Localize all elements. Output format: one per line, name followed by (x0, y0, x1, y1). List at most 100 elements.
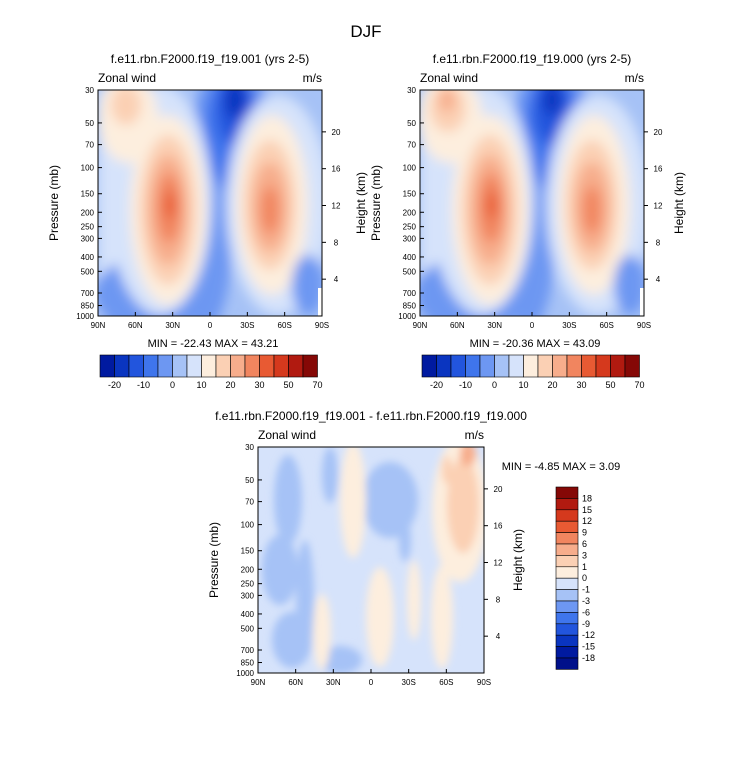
pressure-tick-label: 70 (85, 141, 94, 150)
pressure-tick-label: 500 (403, 267, 417, 276)
pressure-tick-label: 150 (81, 190, 95, 199)
colorbar-label: 50 (283, 380, 293, 390)
colorbar-swatch (421, 354, 437, 378)
colorbar-swatch (99, 354, 115, 378)
height-tick-label: 8 (334, 238, 339, 247)
panel-2-units-label: m/s (625, 71, 644, 85)
pressure-tick-label: 250 (403, 223, 417, 232)
height-tick-label: 16 (332, 165, 341, 174)
height-tick-label: 16 (494, 522, 503, 531)
pressure-tick-label: 850 (241, 659, 255, 668)
colorbar-label: 10 (518, 380, 528, 390)
panel-3-units-label: m/s (465, 428, 484, 442)
colorbar-swatch (244, 354, 260, 378)
colorbar-swatch (555, 634, 579, 647)
pressure-tick-label: 1000 (236, 669, 254, 678)
colorbar-swatch (143, 354, 159, 378)
latitude-tick-label: 30N (165, 321, 180, 330)
colorbar-label: -6 (582, 607, 590, 617)
pressure-tick-label: 200 (403, 208, 417, 217)
latitude-tick-label: 0 (208, 321, 213, 330)
colorbar-label: 50 (605, 380, 615, 390)
panel-1-min-max: MIN = -22.43 MAX = 43.21 (148, 338, 279, 350)
height-tick-label: 4 (656, 275, 661, 284)
colorbar-swatch (555, 486, 579, 499)
colorbar-swatch (555, 600, 579, 613)
height-tick-label: 8 (656, 238, 661, 247)
latitude-tick-label: 60S (439, 678, 453, 687)
pressure-tick-label: 400 (403, 253, 417, 262)
colorbar-swatch (610, 354, 626, 378)
pressure-tick-label: 150 (241, 547, 255, 556)
pressure-tick-label: 70 (407, 141, 416, 150)
latitude-tick-label: 30S (240, 321, 254, 330)
panel-1-height-axis-label: Height (km) (354, 172, 368, 234)
colorbar-label: 10 (196, 380, 206, 390)
panel-1-title: f.e11.rbn.F2000.f19_f19.001 (yrs 2-5) (111, 52, 310, 66)
colorbar-swatch (128, 354, 144, 378)
latitude-tick-label: 0 (369, 678, 374, 687)
height-tick-label: 16 (654, 165, 663, 174)
colorbar-swatch (230, 354, 246, 378)
colorbar-swatch (157, 354, 173, 378)
latitude-tick-label: 60S (600, 321, 614, 330)
latitude-tick-label: 90S (315, 321, 329, 330)
colorbar-label: 70 (312, 380, 322, 390)
colorbar-swatch (581, 354, 597, 378)
colorbar-label: -1 (582, 585, 590, 595)
colorbar-label: 20 (547, 380, 557, 390)
colorbar-label: 20 (225, 380, 235, 390)
latitude-tick-label: 30N (487, 321, 502, 330)
colorbar-swatch (114, 354, 130, 378)
height-tick-label: 12 (494, 559, 503, 568)
colorbar-label: 30 (254, 380, 264, 390)
colorbar-label: -10 (137, 380, 150, 390)
colorbar-swatch (555, 532, 579, 545)
colorbar-label: 0 (582, 573, 587, 583)
height-tick-label: 12 (654, 202, 663, 211)
pressure-tick-label: 500 (81, 267, 95, 276)
colorbar-swatch (555, 509, 579, 522)
panel-1-left-label: Zonal wind (98, 71, 156, 85)
colorbar-label: 15 (582, 505, 592, 515)
colorbar-swatch (494, 354, 510, 378)
panel-1-units-label: m/s (303, 71, 322, 85)
panel-2-height-axis-label: Height (km) (672, 172, 686, 234)
pressure-tick-label: 200 (81, 208, 95, 217)
colorbar-label: 12 (582, 516, 592, 526)
pressure-tick-label: 50 (245, 476, 254, 485)
colorbar-label: 0 (170, 380, 175, 390)
latitude-tick-label: 30N (326, 678, 341, 687)
colorbar-swatch (555, 520, 579, 533)
panel-3-field (258, 447, 484, 673)
colorbar-swatch (624, 354, 640, 378)
pressure-tick-label: 50 (407, 119, 416, 128)
height-tick-label: 12 (332, 202, 341, 211)
pressure-tick-label: 300 (403, 234, 417, 243)
colorbar-swatch (537, 354, 553, 378)
panel-3-min-max: MIN = -4.85 MAX = 3.09 (502, 461, 621, 473)
colorbar-swatch (555, 498, 579, 511)
colorbar-label: 30 (576, 380, 586, 390)
colorbar-swatch (555, 543, 579, 556)
panel-2-min-max: MIN = -20.36 MAX = 43.09 (470, 338, 601, 350)
colorbar-swatch (436, 354, 452, 378)
panel-2-y-axis-label: Pressure (mb) (369, 165, 383, 241)
colorbar-swatch (555, 623, 579, 636)
panel-3-left-label: Zonal wind (258, 428, 316, 442)
colorbar-label: 6 (582, 539, 587, 549)
colorbar-swatch (201, 354, 217, 378)
height-tick-label: 8 (496, 595, 501, 604)
panel-3-y-axis-label: Pressure (mb) (207, 522, 221, 598)
latitude-tick-label: 90S (477, 678, 491, 687)
colorbar-swatch (302, 354, 318, 378)
latitude-tick-label: 60N (450, 321, 465, 330)
colorbar-swatch (555, 555, 579, 568)
pressure-tick-label: 200 (241, 565, 255, 574)
panel-1-field (98, 90, 322, 316)
panel-3-height-axis-label: Height (km) (511, 529, 525, 591)
colorbar-swatch (186, 354, 202, 378)
